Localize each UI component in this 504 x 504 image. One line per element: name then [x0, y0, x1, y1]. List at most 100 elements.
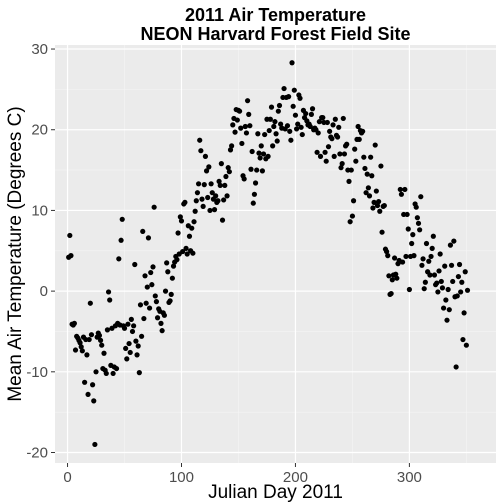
data-point: [110, 370, 116, 377]
data-point: [355, 123, 361, 130]
data-point: [455, 273, 461, 280]
data-point: [139, 333, 145, 339]
data-point: [107, 297, 113, 303]
data-point: [439, 285, 446, 291]
data-point: [260, 151, 267, 157]
data-point: [274, 138, 280, 144]
data-point: [445, 286, 451, 293]
y-tick-label: -20: [26, 445, 48, 462]
data-point: [205, 194, 211, 201]
data-point: [193, 198, 199, 204]
data-point: [463, 342, 469, 348]
data-point: [362, 165, 368, 172]
data-point: [399, 259, 406, 265]
data-point: [440, 305, 447, 311]
data-point: [105, 289, 112, 295]
data-point: [84, 352, 90, 358]
data-point: [249, 148, 255, 155]
data-point: [234, 117, 240, 123]
x-tick-label: 300: [397, 469, 422, 486]
y-tick-label: 10: [31, 202, 48, 219]
data-point: [127, 349, 133, 356]
data-point: [347, 219, 353, 225]
data-point: [213, 193, 219, 199]
data-point: [335, 134, 341, 140]
data-point: [410, 232, 416, 238]
data-point: [201, 182, 207, 188]
data-point: [352, 146, 358, 152]
data-point: [458, 289, 464, 295]
data-point: [266, 127, 272, 134]
data-point: [146, 305, 153, 311]
data-point: [278, 121, 284, 127]
data-point: [384, 248, 390, 255]
data-point: [336, 124, 342, 130]
data-point: [448, 262, 455, 268]
data-point: [411, 253, 417, 259]
data-point: [356, 136, 362, 143]
data-point: [349, 213, 356, 219]
data-point: [215, 198, 221, 204]
data-point: [393, 271, 399, 277]
data-point: [124, 356, 130, 362]
data-point: [271, 123, 277, 130]
data-point: [379, 229, 385, 235]
data-point: [330, 122, 336, 128]
data-point: [385, 253, 391, 259]
data-point: [434, 280, 440, 286]
data-point: [451, 238, 457, 244]
data-point: [208, 181, 214, 187]
data-point: [191, 219, 197, 225]
data-point: [295, 121, 301, 127]
data-point: [308, 111, 314, 117]
data-point: [427, 272, 433, 278]
plot-panel: [55, 45, 496, 463]
data-point: [377, 208, 383, 214]
data-point: [292, 112, 299, 118]
data-point: [199, 196, 205, 202]
data-point: [337, 151, 343, 157]
data-point: [142, 273, 148, 279]
data-point: [331, 153, 337, 159]
data-point: [86, 336, 92, 343]
data-point: [453, 364, 459, 370]
data-point: [421, 286, 427, 292]
data-point: [373, 188, 379, 194]
data-point: [140, 228, 146, 235]
data-point: [290, 103, 296, 109]
data-point: [257, 155, 263, 161]
data-point: [194, 190, 201, 196]
data-point: [456, 261, 463, 268]
data-point: [256, 150, 262, 156]
data-point: [366, 193, 373, 199]
data-point: [325, 144, 332, 150]
data-point: [273, 131, 279, 137]
data-point: [197, 137, 203, 143]
data-point: [315, 130, 321, 136]
data-point: [259, 168, 265, 174]
data-point: [224, 193, 230, 199]
data-point: [170, 263, 177, 269]
data-point: [175, 230, 181, 236]
data-point: [298, 124, 304, 130]
data-point: [218, 161, 224, 167]
data-point: [419, 262, 425, 268]
data-point: [255, 131, 261, 137]
data-point: [216, 178, 222, 184]
data-point: [426, 258, 432, 264]
minor-grid: [55, 45, 496, 463]
data-point: [324, 119, 330, 126]
data-point: [97, 337, 104, 343]
data-point: [348, 167, 354, 173]
data-point: [340, 115, 346, 122]
data-point: [91, 398, 97, 404]
data-point: [250, 200, 256, 206]
data-point: [364, 171, 370, 177]
data-point: [454, 293, 460, 299]
data-point: [423, 240, 430, 247]
data-point: [88, 332, 95, 338]
data-point: [119, 216, 125, 222]
data-point: [200, 203, 206, 209]
data-point: [90, 382, 96, 388]
x-tick-label: 200: [283, 469, 308, 486]
